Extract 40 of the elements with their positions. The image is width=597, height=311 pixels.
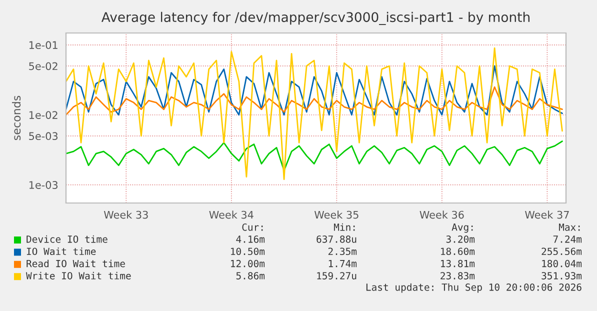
text: 637.88u — [316, 235, 356, 243]
text: 4.16m — [236, 235, 265, 243]
text: Max: — [558, 224, 580, 231]
text: Min: — [334, 223, 355, 231]
x-tick-label: Week 36 — [420, 210, 464, 219]
x-tick-label: Week 33 — [104, 210, 148, 219]
text: 12.00m — [231, 260, 265, 268]
x-tick-label: Week 34 — [209, 210, 254, 219]
legend-label: Write IO Wait time — [26, 272, 131, 280]
text: 159.27u — [317, 272, 356, 280]
legend-label: Device IO time — [26, 235, 108, 243]
legend-label: Read IO Wait time — [26, 260, 125, 268]
y-tick-label: 5e-03 — [29, 132, 58, 140]
y-tick-label: 1e-02 — [29, 111, 58, 119]
text: Last update: Thu Sep 10 20:00:06 2026 — [366, 283, 582, 293]
line-series — [66, 65, 563, 116]
text: 2.35m — [328, 248, 357, 256]
text: 7.24m — [553, 235, 582, 243]
text: Cur: — [242, 223, 263, 231]
y-tick-label: 1e-03 — [29, 181, 58, 189]
text: 10.50m — [231, 248, 265, 256]
text: 13.81m — [441, 260, 475, 268]
y-tick-label: 1e-01 — [29, 41, 58, 50]
text: 180.04m — [542, 260, 582, 268]
y-tick-label: 5e-02 — [29, 62, 58, 70]
text: 255.56m — [542, 248, 582, 256]
x-tick-label: Week 35 — [314, 210, 358, 219]
text: 5.86m — [236, 272, 265, 280]
y-axis-title: seconds — [12, 96, 21, 140]
text: Avg: — [452, 224, 473, 233]
text: 23.83m — [440, 272, 475, 280]
x-tick-label: Week 37 — [525, 210, 569, 219]
text: 351.93m — [542, 272, 582, 280]
chart-title: Average latency for /dev/mapper/scv3000_iscsi-part1 - by month — [101, 12, 530, 25]
text: 1.74m — [328, 260, 357, 268]
text: 18.60m — [441, 248, 475, 256]
line-series — [66, 47, 563, 180]
legend-label: IO Wait time — [26, 248, 96, 256]
line-series — [66, 86, 563, 116]
text: 3.20m — [446, 235, 475, 243]
